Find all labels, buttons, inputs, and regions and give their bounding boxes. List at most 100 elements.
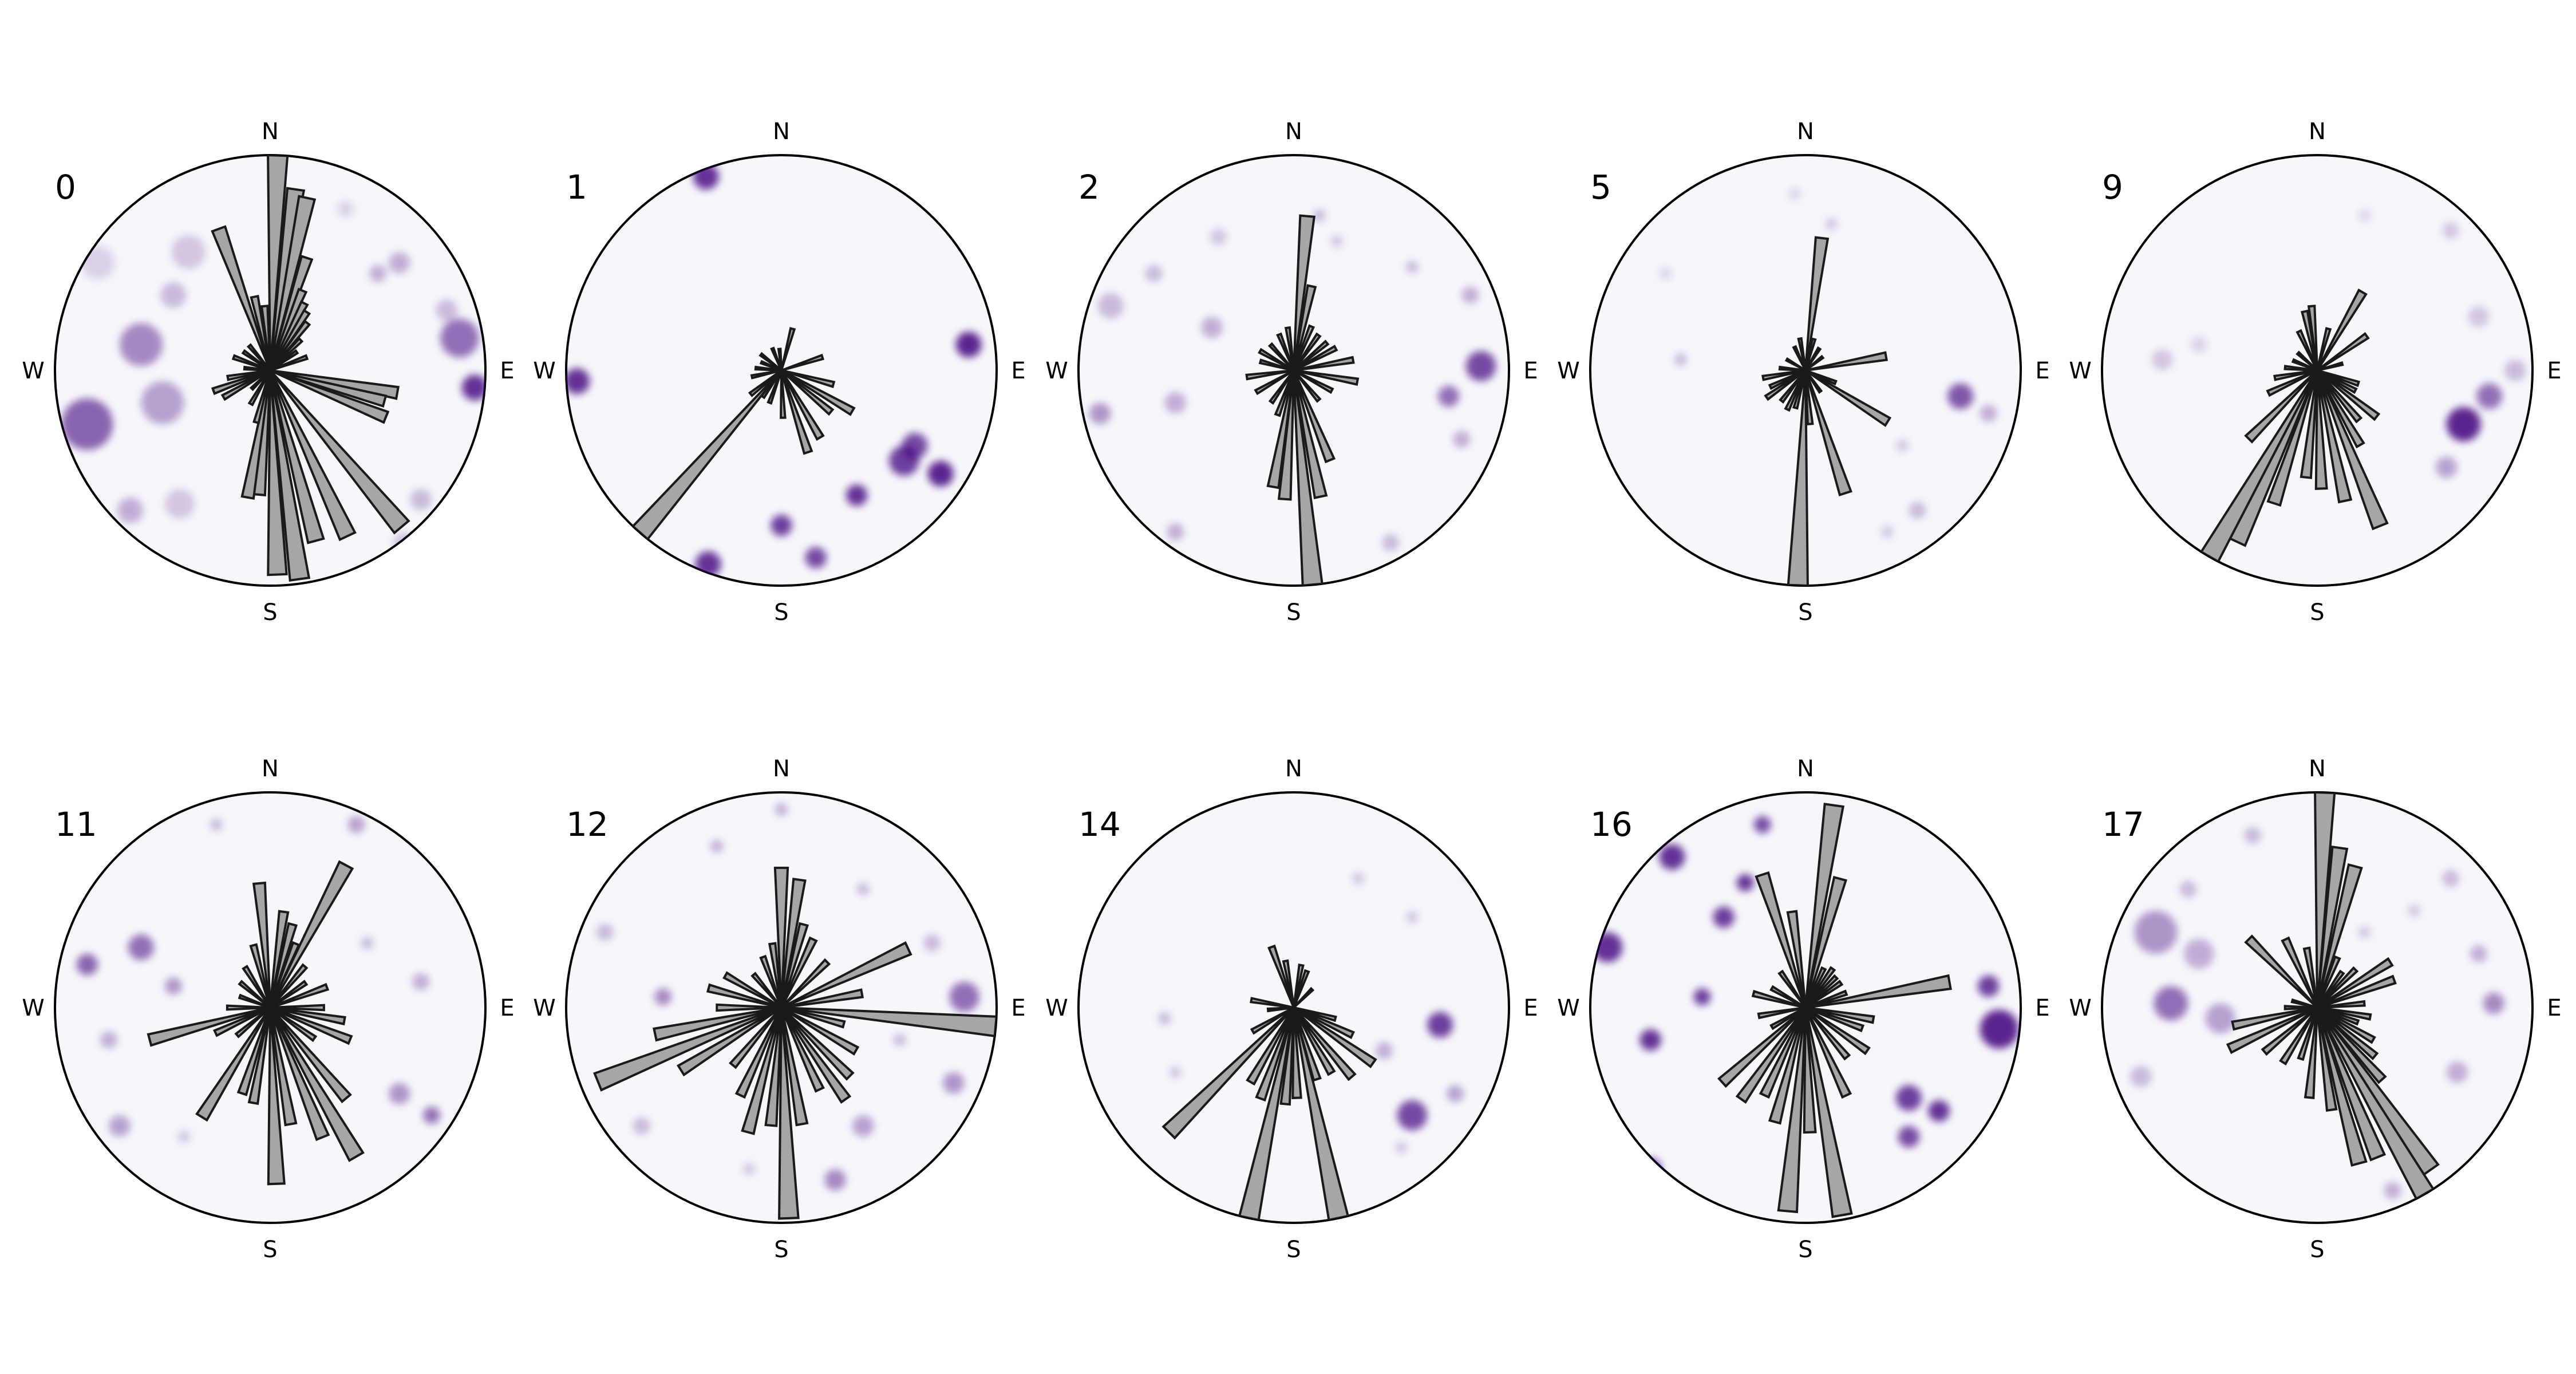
density-spot [160,282,187,308]
density-spot [1405,910,1419,924]
petal-275 [754,365,782,372]
petal-280 [1250,997,1294,1009]
panel-label: 9 [2102,168,2123,207]
density-spot [2468,306,2490,327]
petal-140 [1804,1006,1851,1061]
density-spot [654,988,672,1006]
petal-158 [2316,1007,2387,1162]
density-spot [369,264,387,282]
petal-250 [211,369,271,396]
petal-200 [767,370,783,405]
petal-65 [781,941,912,1009]
panel-label: 16 [1590,805,1633,844]
petal-270 [226,1004,271,1011]
compass-label-n: N [262,756,279,782]
compass-label-n: N [262,119,279,145]
density-spot [824,1169,846,1191]
petal-150 [269,1006,365,1162]
petal-192 [1238,1007,1295,1222]
petal-198 [2266,370,2318,507]
petal-35 [2316,969,2345,1009]
petal-80 [1805,351,1888,372]
compass-label-n: N [1797,119,1814,145]
density-spot [2134,910,2178,954]
petal-198 [236,1007,271,1096]
density-spot [412,973,430,990]
petal-240 [220,369,271,401]
petal-170 [269,1007,298,1127]
petal-200 [1255,1007,1295,1102]
petal-260 [226,369,271,381]
petal-55 [269,980,309,1009]
density-spot [177,1130,191,1143]
rose-panel-0: 0 N E S W [22,119,514,626]
petal-95 [781,1006,997,1037]
petal-290 [231,354,271,372]
density-spot [347,816,365,834]
density-spot [1639,1158,1662,1180]
petal-140 [2316,369,2363,424]
density-spot [1880,525,1894,539]
petal-212 [195,1006,271,1122]
compass-label-e: E [1011,995,1025,1021]
petal-125 [1804,1006,1871,1056]
density-spot [119,323,163,366]
petal-115 [1293,1006,1355,1040]
petal-135 [780,1006,855,1081]
petal-215 [1735,1006,1807,1104]
petal-158 [2316,370,2389,531]
density-spot [2446,1061,2468,1083]
density-layer [2151,209,2526,478]
compass-label-w: W [2069,358,2092,384]
density-layer [2129,827,2505,1199]
density-spot [1167,523,1184,541]
density-spot [1158,1012,1171,1025]
petal-155 [1804,1007,1852,1099]
petal-355 [777,348,783,371]
density-spot [1639,1029,1662,1051]
density-spot [742,1162,756,1176]
petal-240 [1254,369,1295,396]
density-spot [1788,187,1801,200]
petal-group [1161,944,1377,1222]
petal-80 [1805,974,1952,1009]
petal-225 [1161,1006,1295,1140]
petal-320 [750,972,783,1009]
petal-178 [2314,370,2328,490]
density-spot [100,1031,118,1049]
petal-70 [2317,974,2397,1009]
petal-355 [260,305,271,371]
petal-262 [1245,369,1294,381]
petal-240 [1250,1006,1295,1035]
density-spot [61,398,113,451]
petal-275 [1778,365,1806,372]
petal-185 [1777,1007,1807,1214]
density-spot [1928,1100,1950,1122]
petal-118 [1293,369,1334,394]
petal-130 [2316,1006,2379,1060]
petal-335 [1792,345,1807,371]
petal-105 [781,369,836,388]
petal-172 [269,370,311,582]
compass-label-s: S [1798,1237,1812,1263]
petal-58 [2316,957,2394,1009]
panel-label: 11 [55,805,97,844]
petal-group [147,860,365,1186]
petal-45 [269,337,304,372]
petal-335 [2281,936,2318,1008]
petal-345 [249,943,271,1008]
density-spot [2190,335,2208,353]
compass-label-w: W [2069,995,2092,1021]
petal-258 [2231,1006,2318,1031]
petal-185 [764,1007,783,1127]
petal-70 [270,982,330,1009]
density-layer [76,816,441,1143]
petal-15 [1804,337,1817,371]
petal-195 [252,370,271,425]
petal-55 [2316,331,2370,372]
panel-label: 1 [566,168,587,207]
petal-310 [238,980,271,1009]
petal-20 [1293,969,1310,1008]
petal-335 [2296,329,2318,371]
petal-258 [653,1006,782,1042]
